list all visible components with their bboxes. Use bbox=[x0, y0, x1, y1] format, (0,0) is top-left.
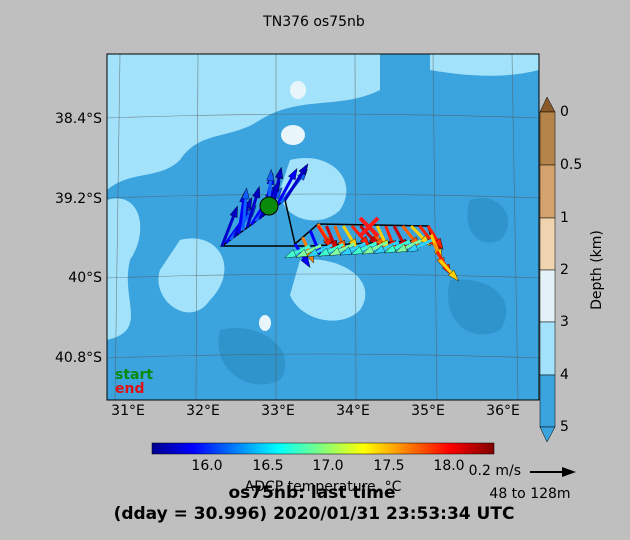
lon-label: 31°E bbox=[111, 403, 145, 419]
lat-label: 39.2°S bbox=[55, 191, 102, 207]
legend-end: end bbox=[115, 381, 144, 397]
velocity-arrowhead bbox=[266, 168, 275, 181]
depth-tick-label: 0 bbox=[560, 104, 569, 120]
lat-label: 40.8°S bbox=[55, 350, 102, 366]
velocity-arrowhead bbox=[395, 243, 408, 253]
scale-depth: 48 to 128m bbox=[489, 486, 570, 502]
footer-line2: (dday = 30.996) 2020/01/31 23:53:34 UTC bbox=[114, 504, 515, 524]
map: start end bbox=[107, 54, 539, 400]
velocity-arrowhead bbox=[229, 205, 238, 218]
velocity-arrowhead bbox=[339, 246, 353, 256]
footer-line1: os75nb: last time bbox=[228, 483, 395, 503]
start-marker bbox=[259, 196, 279, 216]
velocity-arrowhead bbox=[241, 187, 250, 200]
lon-label: 32°E bbox=[186, 403, 220, 419]
depth-ticks: 0 0.5 1 2 3 4 5 bbox=[560, 104, 582, 435]
velocity-arrowhead bbox=[433, 237, 444, 251]
velocity-arrows bbox=[220, 163, 459, 282]
velocity-arrowhead bbox=[350, 246, 364, 255]
velocity-arrowhead bbox=[288, 167, 298, 181]
velocity-arrowhead bbox=[372, 245, 386, 254]
velocity-arrowhead bbox=[383, 244, 397, 254]
velocity-arrowhead bbox=[274, 166, 284, 180]
temperature-ticks: 16.0 16.5 17.0 17.5 18.0 bbox=[191, 458, 464, 474]
depth-tick-label: 0.5 bbox=[560, 157, 582, 173]
velocity-arrowhead bbox=[252, 185, 261, 199]
temperature-label: ADCP temperature, °C bbox=[245, 479, 402, 495]
depth-tick-label: 2 bbox=[560, 262, 569, 278]
depth-tick-label: 4 bbox=[560, 367, 569, 383]
velocity-arrowhead bbox=[300, 255, 311, 269]
lon-label: 33°E bbox=[261, 403, 295, 419]
legend-start: start bbox=[115, 367, 153, 383]
end-marker bbox=[358, 216, 380, 238]
lon-label: 36°E bbox=[486, 403, 520, 419]
depth-label: Depth (km) bbox=[589, 230, 605, 310]
velocity-arrowhead bbox=[317, 247, 330, 257]
depth-tick-label: 5 bbox=[560, 419, 569, 435]
temperature-colorbar bbox=[151, 442, 495, 455]
lat-label: 40°S bbox=[68, 270, 102, 286]
velocity-arrowhead bbox=[328, 247, 342, 257]
depth-colorbar bbox=[539, 96, 556, 443]
lon-label: 35°E bbox=[411, 403, 445, 419]
depth-tick-label: 1 bbox=[560, 210, 569, 226]
temp-tick-label: 17.0 bbox=[312, 458, 343, 474]
temp-tick-label: 18.0 bbox=[433, 458, 464, 474]
velocity-arrowhead bbox=[284, 249, 297, 259]
velocity-arrowhead bbox=[298, 163, 309, 176]
velocity-arrowhead bbox=[447, 269, 459, 282]
velocity-arrowhead bbox=[306, 248, 319, 258]
title: TN376 os75nb bbox=[262, 14, 365, 30]
lon-labels: 31°E 32°E 33°E 34°E 35°E 36°E bbox=[111, 403, 520, 419]
map-frame bbox=[106, 53, 540, 401]
scale-speed: 0.2 m/s bbox=[469, 463, 521, 479]
temp-tick-label: 17.5 bbox=[373, 458, 404, 474]
velocity-arrowhead bbox=[295, 248, 308, 258]
temp-tick-label: 16.0 bbox=[191, 458, 222, 474]
temp-tick-label: 16.5 bbox=[252, 458, 283, 474]
lat-labels: 38.4°S 39.2°S 40°S 40.8°S bbox=[55, 111, 102, 366]
velocity-arrowhead bbox=[361, 245, 375, 255]
velocity-arrowhead bbox=[406, 243, 419, 253]
lon-label: 34°E bbox=[336, 403, 370, 419]
depth-tick-label: 3 bbox=[560, 314, 569, 330]
scale-arrowhead bbox=[562, 467, 576, 477]
lat-label: 38.4°S bbox=[55, 111, 102, 127]
